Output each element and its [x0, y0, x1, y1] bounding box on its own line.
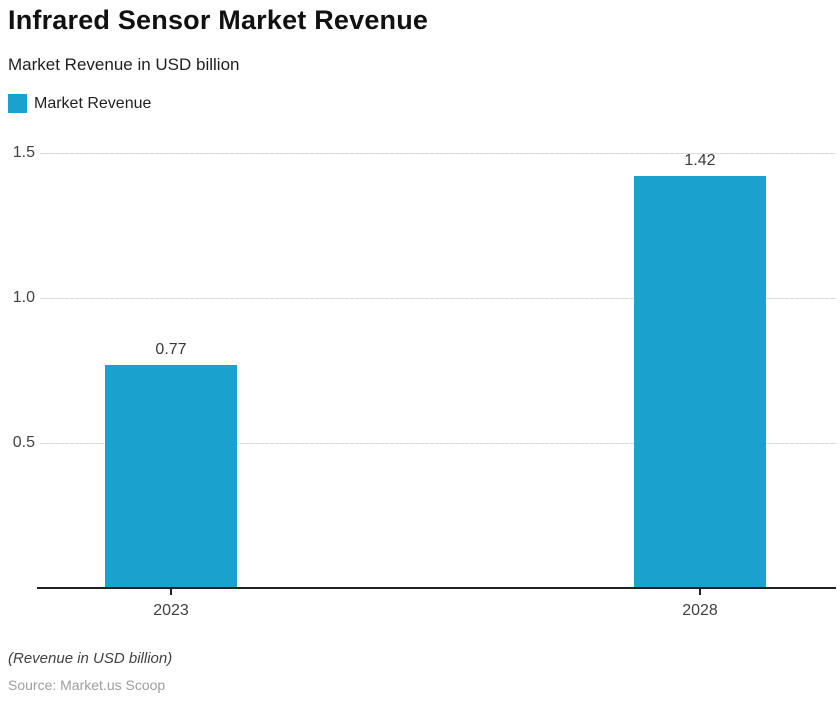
- y-axis-tick-label: 0.5: [12, 434, 35, 451]
- gridline-0.5: [40, 443, 836, 444]
- legend-item-market-revenue[interactable]: Market Revenue: [8, 94, 151, 113]
- bar-value-label-2028: 1.42: [684, 152, 716, 169]
- chart-title: Infrared Sensor Market Revenue: [8, 5, 429, 35]
- legend-label: Market Revenue: [34, 94, 152, 112]
- gridline-1.0: [40, 298, 836, 299]
- gridline-1.5: [40, 153, 836, 154]
- bar-2028[interactable]: [634, 176, 766, 588]
- x-axis-tick: [699, 589, 701, 595]
- legend-swatch-icon: [8, 94, 27, 113]
- y-axis-tick-label: 1.0: [12, 289, 35, 306]
- x-axis-label-2028: 2028: [682, 602, 718, 619]
- chart-subtitle: Market Revenue in USD billion: [8, 55, 240, 74]
- x-axis-label-2023: 2023: [153, 602, 189, 619]
- x-axis-line: [37, 587, 836, 589]
- bar-value-label-2023: 0.77: [155, 341, 187, 358]
- footer-source: Source: Market.us Scoop: [8, 677, 166, 693]
- bar-2023[interactable]: [105, 365, 237, 588]
- footer-note: (Revenue in USD billion): [8, 650, 173, 667]
- y-axis-tick-label: 1.5: [12, 144, 35, 161]
- x-axis-tick: [170, 589, 172, 595]
